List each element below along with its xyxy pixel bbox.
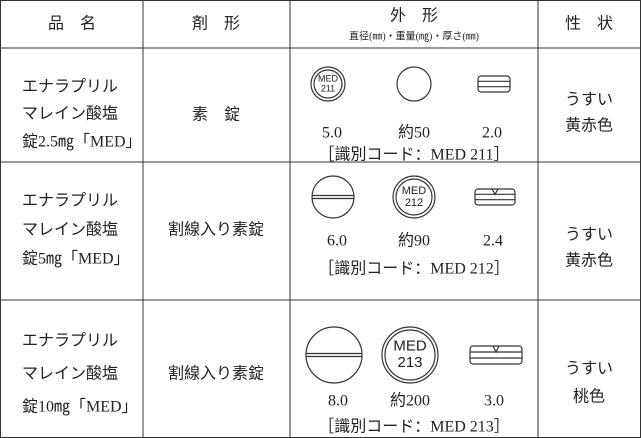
property: 桃色: [573, 388, 605, 406]
side-notch: [492, 345, 500, 354]
tablet-front: [305, 326, 363, 384]
tablet-back: [381, 326, 439, 384]
product-name: マレイン酸塩: [22, 365, 118, 383]
imprint-text: MED: [402, 185, 427, 197]
imprint-text: 213: [397, 354, 422, 371]
property: 黄赤色: [565, 252, 613, 270]
weight: 約90: [398, 232, 430, 250]
diameter: 8.0: [328, 393, 348, 410]
property: うすい: [565, 91, 613, 109]
imprint-ring: [313, 69, 343, 99]
header-property: 性 状: [565, 15, 613, 33]
thickness: 3.0: [484, 393, 504, 410]
property: うすい: [565, 360, 613, 378]
identification-code: ［識別コード：MED 213］: [318, 418, 510, 436]
dosage-form: 割線入り素錠: [168, 365, 264, 383]
weight: 約200: [390, 392, 430, 410]
product-name: 錠2.5㎎「MED」: [22, 133, 142, 151]
imprint-ring: [384, 329, 436, 381]
header-name: 品 名: [48, 15, 96, 33]
thickness: 2.0: [482, 125, 502, 142]
tablet-side: [474, 188, 516, 206]
header-appearance-sub: 直径(㎜)・重量(㎎)・厚さ(㎜): [349, 29, 479, 42]
product-name: 錠5㎎「MED」: [22, 250, 130, 268]
product-name: マレイン酸塩: [22, 221, 118, 239]
imprint-text: MED: [318, 73, 339, 83]
imprint-text: 212: [405, 197, 423, 209]
diameter: 5.0: [322, 125, 342, 142]
property: 黄赤色: [565, 117, 613, 135]
side-notch: [491, 188, 499, 196]
dosage-form: 割線入り素錠: [168, 221, 264, 239]
tablet-front: [310, 66, 346, 102]
weight: 約50: [398, 124, 430, 142]
identification-code: ［識別コード：MED 212］: [318, 260, 510, 278]
imprint-ring: [395, 178, 433, 216]
tablet-side: [477, 75, 511, 93]
product-name: マレイン酸塩: [22, 105, 118, 123]
product-name: エナラプリル: [22, 192, 118, 210]
tablet-front: [311, 175, 355, 219]
product-name: エナラプリル: [22, 332, 118, 350]
tablet-back: [392, 175, 436, 219]
diameter: 6.0: [327, 233, 347, 250]
header-form: 剤 形: [192, 15, 240, 33]
imprint-text: MED: [393, 338, 427, 355]
imprint-text: 211: [321, 83, 335, 93]
identification-code: ［識別コード：MED 211］: [319, 146, 510, 164]
property: うすい: [565, 226, 613, 244]
product-name: エナラプリル: [22, 78, 118, 96]
dosage-form: 素 錠: [192, 106, 240, 124]
product-name: 錠10㎎「MED」: [22, 398, 138, 416]
thickness: 2.4: [483, 233, 503, 250]
tablet-side: [469, 345, 523, 365]
tablet-back: [396, 66, 432, 102]
header-appearance: 外 形: [390, 7, 438, 25]
